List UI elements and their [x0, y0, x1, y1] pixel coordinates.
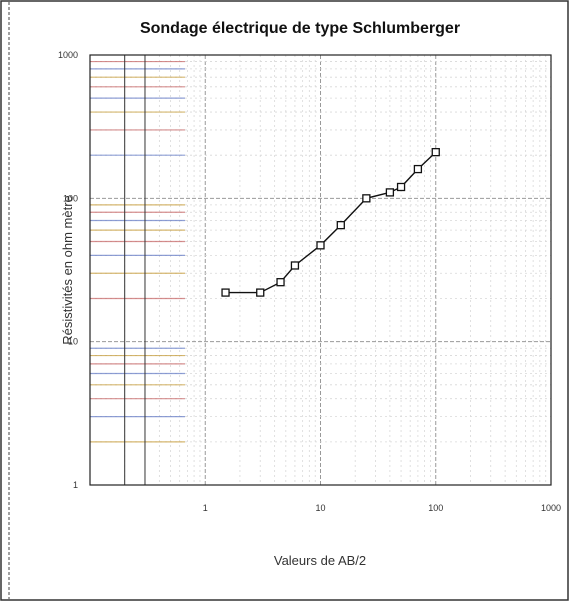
x-tick-label: 10 [315, 503, 325, 513]
data-point-marker [336, 220, 345, 230]
data-point-marker [221, 288, 230, 297]
colored-grid-accents [90, 55, 185, 485]
data-point-marker [396, 182, 406, 192]
plot-area [89, 54, 552, 486]
series-line [225, 151, 437, 294]
x-tick-label: 1000 [541, 503, 561, 513]
x-tick-label: 100 [428, 503, 443, 513]
data-point-marker [316, 241, 325, 250]
y-tick-label: 100 [63, 193, 78, 203]
data-point-marker [290, 261, 300, 270]
x-tick-labels: 1 10 100 1000 [203, 503, 561, 513]
data-point-marker [362, 194, 371, 203]
data-point-marker [431, 147, 440, 157]
data-point-marker [256, 288, 265, 297]
data-point-marker [276, 278, 285, 287]
y-tick-labels: 1 10 100 1000 [58, 50, 78, 490]
y-tick-label: 10 [68, 337, 78, 347]
grid [89, 55, 551, 486]
data-point-marker [413, 164, 423, 174]
y-tick-label: 1000 [58, 50, 78, 60]
y-tick-label: 1 [73, 480, 78, 490]
x-axis-label: Valeurs de AB/2 [274, 553, 366, 568]
data-series [221, 147, 440, 297]
y-axis-label: Résistivités en ohm mètre [60, 195, 75, 345]
x-tick-label: 1 [203, 503, 208, 513]
data-point-marker [385, 188, 395, 197]
chart-title: Sondage électrique de type Schlumberger [140, 20, 460, 37]
